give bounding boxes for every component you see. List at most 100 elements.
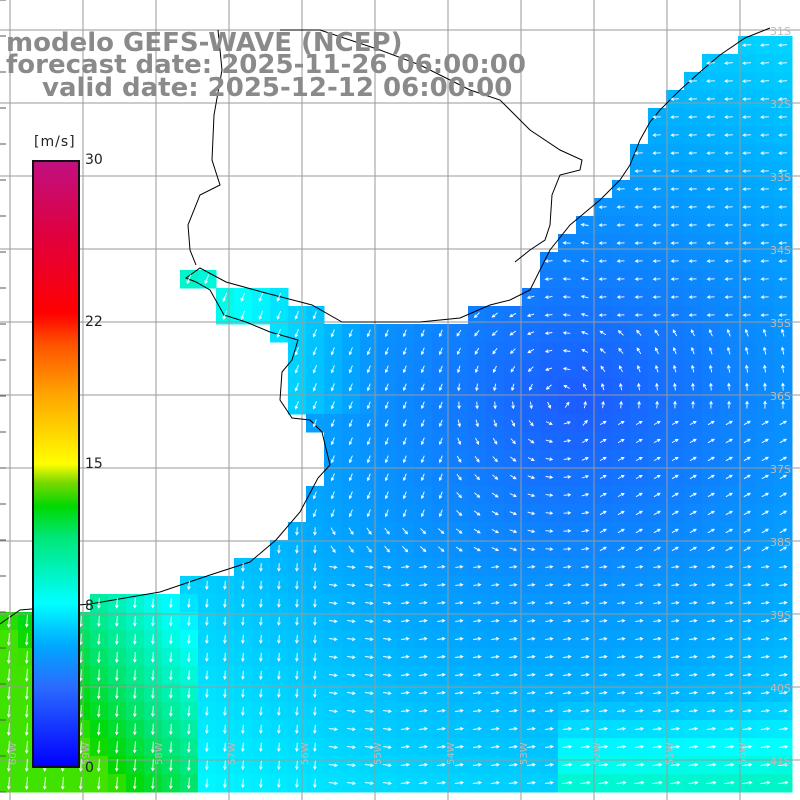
wind-arrow: [652, 295, 661, 299]
wind-arrow: [725, 528, 734, 534]
wind-arrow: [241, 616, 245, 626]
valid-date: valid date: 2025-12-12 06:00:00: [42, 73, 513, 103]
wind-arrow: [294, 329, 299, 338]
wind-arrow: [652, 187, 661, 191]
wind-arrow: [527, 475, 536, 480]
wind-arrow: [491, 510, 499, 516]
wind-arrow: [330, 527, 336, 536]
wind-arrow: [634, 169, 643, 173]
wind-arrow: [313, 563, 317, 572]
wind-arrow: [96, 705, 101, 718]
wind-arrow: [420, 347, 425, 356]
wind-arrow: [419, 636, 428, 641]
wind-arrow: [329, 565, 338, 570]
wind-arrow: [329, 655, 338, 660]
wind-arrow: [24, 758, 29, 772]
wind-arrow: [96, 615, 101, 628]
wind-arrow: [778, 259, 787, 263]
wind-arrow: [545, 583, 554, 587]
colorbar-units: [m/s]: [34, 134, 76, 150]
wind-arrow: [402, 383, 407, 392]
wind-arrow: [329, 601, 338, 606]
wind-arrow: [778, 133, 787, 137]
wind-arrow: [400, 780, 411, 785]
wind-arrow: [761, 492, 770, 498]
wind-arrow: [383, 691, 392, 696]
wind-arrow: [455, 582, 464, 587]
wind-arrow: [671, 565, 680, 569]
wind-arrow: [670, 726, 681, 731]
wind-arrow: [652, 259, 661, 263]
wind-arrow: [382, 781, 393, 786]
wind-arrow: [365, 565, 374, 570]
wind-arrow: [670, 295, 679, 299]
wind-arrow: [384, 437, 389, 446]
wind-arrow: [402, 491, 407, 500]
wind-arrow: [187, 634, 191, 645]
wind-arrow: [313, 706, 317, 717]
wind-arrow: [330, 401, 335, 410]
wind-arrow: [205, 688, 209, 699]
wind-arrow: [652, 223, 661, 227]
wind-arrow: [241, 562, 245, 572]
wind-arrow: [475, 383, 479, 392]
wind-arrow: [473, 312, 480, 319]
wind-arrow: [382, 727, 392, 732]
wind-arrow: [581, 528, 590, 533]
wind-arrow: [653, 618, 662, 623]
wind-arrow: [436, 744, 446, 749]
wind-arrow: [741, 43, 752, 47]
wind-arrow: [743, 438, 751, 444]
wind-arrow: [114, 705, 119, 718]
wind-arrow: [616, 726, 627, 731]
wind-arrow: [706, 133, 715, 137]
wind-arrow: [599, 438, 607, 443]
wind-arrow: [474, 347, 480, 355]
latitude-label: 32S: [770, 98, 791, 111]
wind-arrow: [725, 438, 733, 444]
wind-arrow: [456, 492, 463, 499]
wind-arrow: [563, 439, 572, 443]
longitude-label: 51W: [665, 742, 676, 765]
wind-arrow: [671, 672, 680, 677]
wind-arrow: [455, 672, 464, 677]
wind-arrow: [150, 705, 155, 718]
wind-arrow: [436, 726, 446, 731]
wind-arrow: [294, 401, 299, 410]
wind-arrow: [545, 493, 554, 497]
wind-arrow: [724, 115, 733, 119]
wind-arrow: [418, 780, 429, 785]
wind-arrow: [526, 313, 535, 318]
wind-arrow: [328, 727, 339, 732]
wind-arrow: [742, 79, 752, 83]
wind-arrow: [24, 633, 29, 646]
wind-arrow: [169, 598, 173, 609]
forecast-date: forecast date: 2025-11-26 06:00:00: [6, 50, 526, 80]
wind-arrow: [743, 618, 752, 623]
wind-arrow: [419, 618, 428, 623]
wind-arrow: [634, 762, 645, 767]
wind-arrow: [168, 705, 173, 717]
wind-arrow: [528, 438, 535, 444]
wind-arrow: [509, 600, 518, 605]
wind-arrow: [259, 670, 263, 681]
wind-arrow: [726, 364, 731, 373]
wind-arrow: [241, 652, 245, 663]
wind-arrow: [401, 564, 410, 569]
wind-arrow: [562, 744, 573, 749]
wind-arrow: [527, 726, 536, 731]
wind-arrow: [96, 633, 101, 646]
wind-arrow: [634, 726, 645, 731]
wind-arrow: [778, 187, 787, 191]
wind-arrow: [168, 634, 173, 645]
wind-arrow: [743, 420, 751, 426]
wind-arrow: [562, 259, 571, 263]
wind-arrow: [653, 690, 662, 695]
wind-arrow: [635, 528, 643, 534]
wind-arrow: [688, 313, 697, 317]
wind-arrow: [778, 313, 787, 317]
wind-arrow: [581, 654, 590, 659]
wind-arrow: [760, 726, 771, 731]
wind-arrow: [778, 744, 789, 749]
wind-arrow: [347, 619, 356, 624]
